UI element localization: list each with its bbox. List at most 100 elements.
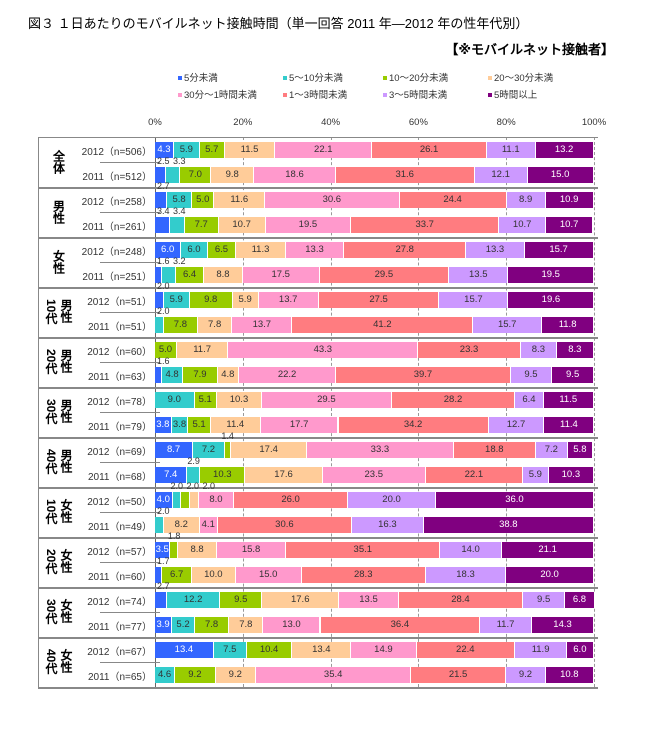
bar-segment: 27.5 (318, 292, 440, 308)
data-label: 30.6 (322, 194, 342, 205)
data-label: 5.0 (196, 194, 210, 205)
bar-segment: 11.6 (214, 192, 266, 208)
bar-segment: 30.6 (217, 517, 353, 533)
data-label: 7.2 (544, 444, 558, 455)
row-label: 2012（n=51） (87, 297, 152, 308)
data-label: 4.0 (156, 494, 170, 505)
group-label: 女性 10代 (38, 487, 78, 537)
bar-segment (155, 517, 164, 533)
bar-segment: 7.8 (198, 317, 233, 333)
bar-segment (155, 292, 164, 308)
chart-title: 図３ １日あたりのモバイルネット接触時間（単一回答 2011 年―2012 年の… (28, 16, 529, 31)
data-label: 30.6 (275, 519, 294, 530)
row-separator (100, 312, 160, 313)
data-label: 4.3 (157, 144, 171, 155)
bar-segment: 6.0 (181, 242, 208, 258)
data-label: 31.6 (395, 169, 414, 180)
data-label: 10.9 (559, 194, 579, 205)
x-tick-label: 20% (233, 117, 253, 128)
bar-segment: 6.0 (155, 242, 182, 258)
group-label-text: 女性 (51, 250, 66, 274)
gridline (242, 137, 244, 687)
data-label: 10.3 (213, 469, 232, 480)
bar-segment (190, 492, 199, 508)
data-label: 2.7 (157, 181, 170, 191)
data-label: 6.4 (183, 269, 197, 280)
group-label-text: 女性 20代 (44, 549, 73, 575)
row-label: 2011（n=60） (87, 572, 152, 583)
data-label: 18.8 (485, 444, 504, 455)
bar-segment: 11.5 (224, 142, 276, 158)
data-label: 2.0 (202, 481, 215, 491)
data-label: 19.5 (541, 269, 560, 280)
data-label: 10.3 (561, 469, 581, 480)
bar-segment: 18.8 (453, 442, 537, 458)
row-separator (100, 362, 160, 363)
data-label: 8.3 (568, 344, 582, 355)
data-label: 11.1 (501, 144, 520, 155)
gridline (506, 137, 508, 687)
bar-segment: 4.3 (155, 142, 174, 158)
data-label: 13.3 (305, 244, 324, 255)
x-tick-label: 60% (408, 117, 428, 128)
row-separator (100, 262, 160, 263)
data-label: 6.8 (572, 594, 587, 605)
bar-segment: 5.8 (567, 442, 594, 458)
bar-segment: 10.3 (200, 467, 246, 483)
data-label: 27.5 (369, 294, 388, 305)
bar-segment: 11.4 (544, 417, 595, 433)
bar-segment: 15.7 (524, 242, 594, 258)
bar-segment: 28.4 (398, 592, 524, 608)
bar-segment: 6.4 (176, 267, 205, 283)
bar-segment: 5.9 (173, 142, 200, 158)
row-label: 2012（n=57） (87, 547, 152, 558)
row-separator (100, 662, 160, 663)
data-label: 10.7 (559, 219, 579, 230)
bar-segment: 5.9 (232, 292, 259, 308)
data-label: 8.3 (531, 344, 545, 355)
data-label: 26.1 (419, 144, 439, 155)
legend-swatch (488, 76, 492, 81)
bar-segment: 5.7 (199, 142, 225, 158)
data-label: 5.2 (176, 619, 190, 630)
group-label: 全体 (38, 137, 78, 187)
data-label: 10.7 (512, 219, 532, 230)
data-label: 2.0 (170, 481, 183, 491)
data-label: 1.6 (157, 356, 170, 366)
bar-segment: 7.5 (213, 642, 247, 658)
bar-segment: 19.5 (265, 217, 352, 233)
bar-segment: 23.3 (418, 342, 521, 358)
bar-segment: 6.7 (162, 567, 192, 583)
data-label: 8.8 (190, 544, 204, 555)
bar-segment: 9.8 (189, 292, 233, 308)
data-label: 9.8 (204, 294, 218, 305)
data-label: 4.6 (157, 669, 172, 680)
bar-segment (155, 192, 167, 208)
data-label: 21.1 (538, 544, 557, 555)
data-label: 10.0 (204, 569, 223, 580)
data-label: 11.3 (251, 244, 270, 255)
bar-segment: 12.2 (166, 592, 221, 608)
data-label: 14.3 (553, 619, 572, 630)
data-label: 28.3 (353, 569, 373, 580)
row-label: 2012（n=78） (87, 397, 152, 408)
bar-segment (181, 492, 191, 508)
data-label: 6.0 (161, 244, 175, 255)
group-separator (38, 137, 598, 138)
data-label: 11.4 (226, 419, 245, 430)
bar-segment: 36.4 (320, 617, 481, 633)
bar-segment: 10.0 (191, 567, 236, 583)
group-label-text: 男性 40代 (44, 449, 73, 475)
data-label: 5.1 (198, 394, 212, 405)
group-separator (38, 587, 598, 589)
bar-segment: 13.5 (339, 592, 399, 608)
group-label-text: 女性 40代 (44, 649, 73, 675)
x-tick-label: 80% (496, 117, 516, 128)
bar-segment: 10.7 (499, 217, 547, 233)
data-label: 9.2 (188, 669, 202, 680)
data-label: 11.7 (496, 619, 515, 630)
data-label: 19.5 (298, 219, 318, 230)
data-label: 7.0 (188, 169, 202, 180)
group-label: 男性 20代 (38, 337, 78, 387)
